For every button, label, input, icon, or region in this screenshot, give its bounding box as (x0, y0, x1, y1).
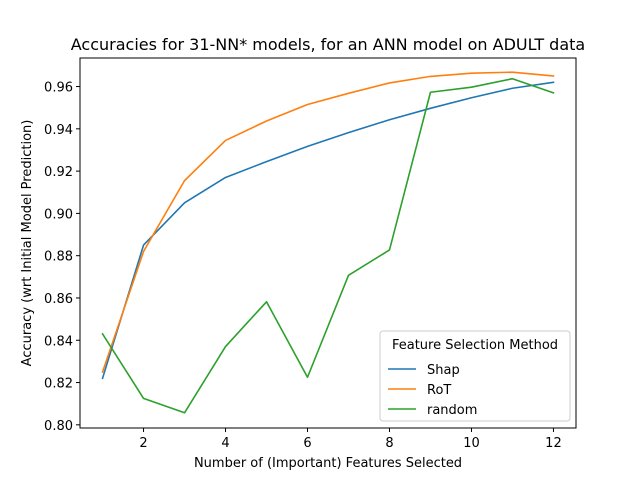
y-tick-label: 0.90 (44, 207, 73, 222)
y-tick-label: 0.94 (44, 123, 73, 138)
legend: Feature Selection Method Shap RoT random (379, 330, 571, 422)
x-tick-label: 6 (303, 436, 311, 451)
legend-label: random (427, 403, 477, 418)
y-tick-label: 0.82 (44, 377, 73, 392)
y-axis-label: Accuracy (wrt Initial Model Prediction) (20, 120, 35, 367)
y-tick-label: 0.92 (44, 165, 73, 180)
y-tick-label: 0.86 (44, 292, 73, 307)
x-tick-label: 10 (463, 436, 480, 451)
y-axis: 0.80 0.82 0.84 0.86 0.88 0.90 0.92 0.94 0.96 (44, 81, 80, 434)
chart-title: Accuracies for 31-NN* models, for an ANN… (71, 35, 585, 54)
x-tick-label: 12 (545, 436, 562, 451)
x-tick-label: 2 (139, 436, 147, 451)
y-tick-label: 0.88 (44, 250, 73, 265)
legend-box (379, 330, 571, 422)
series-line-random (101, 77, 555, 414)
series-lines (101, 71, 555, 414)
y-tick-label: 0.84 (44, 334, 73, 349)
series-line-rot (101, 71, 555, 373)
x-axis: 2 4 6 8 10 12 (139, 428, 562, 451)
series-line-shap (101, 81, 555, 380)
x-tick-label: 4 (221, 436, 229, 451)
y-tick-label: 0.96 (44, 81, 73, 96)
legend-label: Shap (427, 363, 460, 378)
legend-entries: Shap RoT random (388, 363, 477, 418)
y-tick-label: 0.80 (44, 419, 73, 434)
legend-label: RoT (427, 383, 451, 398)
x-axis-label: Number of (Important) Features Selected (194, 456, 462, 471)
x-tick-label: 8 (385, 436, 393, 451)
legend-title: Feature Selection Method (392, 338, 558, 353)
